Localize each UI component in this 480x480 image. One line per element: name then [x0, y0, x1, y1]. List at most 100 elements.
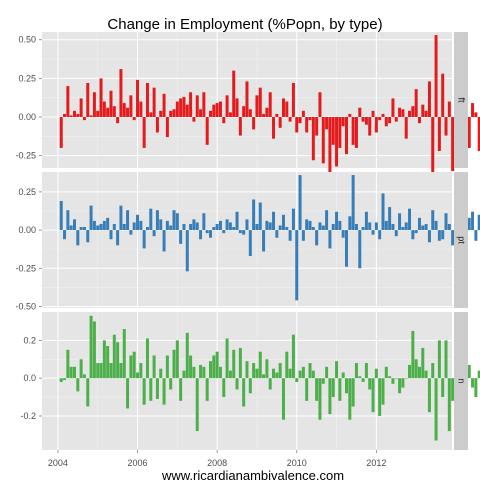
- bar-n: [238, 347, 242, 379]
- facet-strip-n: [454, 312, 468, 450]
- bar-pt: [318, 222, 322, 231]
- y-tick-label-pt: -0.50: [15, 301, 36, 311]
- bar-n: [421, 347, 425, 379]
- bar-n: [348, 378, 352, 420]
- bar-pt: [321, 225, 325, 231]
- bar-ft: [136, 79, 140, 117]
- bar-ft: [427, 81, 431, 117]
- bar-ft: [248, 109, 252, 117]
- bar-pt: [437, 230, 441, 241]
- bar-ft: [321, 117, 325, 164]
- bar-ft: [451, 117, 455, 172]
- bar-n: [175, 340, 179, 379]
- bar-pt: [179, 230, 183, 244]
- bar-n: [92, 321, 96, 379]
- bar-ft: [202, 92, 206, 117]
- bar-n: [149, 378, 153, 401]
- bar-ft: [391, 98, 395, 117]
- bar-pt: [361, 227, 365, 231]
- bar-ft: [89, 115, 93, 117]
- bar-ft: [371, 110, 375, 117]
- bar-ft: [96, 110, 100, 117]
- bar-n: [411, 330, 415, 379]
- bar-n: [451, 378, 455, 401]
- panel-background-n: [42, 312, 452, 450]
- bar-pt: [86, 230, 90, 243]
- y-tick-label-pt: 0.00: [18, 225, 36, 235]
- bar-pt: [245, 219, 249, 231]
- bar-pt: [298, 175, 302, 231]
- bar-ft: [205, 117, 209, 145]
- bar-ft: [354, 117, 358, 148]
- bar-n: [142, 378, 146, 405]
- bar-pt: [159, 219, 163, 231]
- bar-pt: [335, 211, 339, 231]
- bar-pt: [417, 217, 421, 231]
- bar-ft: [285, 101, 289, 117]
- bar-n: [212, 355, 216, 379]
- x-tick-label: 2006: [128, 458, 148, 468]
- bar-n: [308, 363, 312, 379]
- bar-ft: [106, 107, 110, 117]
- bar-ft: [215, 103, 219, 117]
- bar-pt: [222, 230, 226, 234]
- bar-ft: [381, 113, 385, 117]
- bar-ft: [394, 117, 398, 122]
- bar-pt: [295, 230, 299, 301]
- bar-ft: [63, 113, 67, 117]
- bar-ft: [225, 95, 229, 117]
- bar-pt: [268, 222, 272, 231]
- bar-pt: [285, 227, 289, 231]
- bar-pt: [374, 222, 378, 231]
- bar-ft: [384, 117, 388, 127]
- y-tick-label-ft: 0.00: [18, 112, 36, 122]
- bar-pt: [73, 219, 76, 231]
- bar-ft: [185, 104, 189, 117]
- bar-n: [417, 366, 421, 379]
- bar-ft: [179, 98, 183, 117]
- y-tick-label-n: -0.2: [20, 411, 36, 421]
- bar-ft: [116, 117, 120, 124]
- bar-pt: [89, 205, 93, 231]
- bar-ft: [255, 95, 259, 117]
- bar-pt: [66, 210, 70, 231]
- bar-n: [427, 378, 431, 413]
- bar-ft: [268, 92, 272, 117]
- bar-pt: [112, 223, 116, 231]
- bar-n: [73, 366, 76, 379]
- bar-pt: [195, 222, 199, 231]
- bar-pt: [305, 219, 309, 231]
- bar-ft: [102, 101, 106, 117]
- bar-n: [79, 359, 83, 379]
- bar-n: [437, 340, 441, 379]
- bar-pt: [202, 213, 206, 231]
- bar-pt: [122, 223, 126, 231]
- bar-n: [398, 378, 402, 394]
- bar-ft: [374, 117, 378, 133]
- bar-n: [394, 378, 398, 379]
- bar-pt: [185, 230, 189, 272]
- bar-ft: [199, 109, 203, 117]
- bar-n: [102, 340, 106, 379]
- bar-ft: [192, 117, 196, 122]
- bar-ft: [152, 87, 156, 117]
- bar-n: [341, 372, 345, 379]
- bar-ft: [169, 110, 173, 117]
- bar-n: [295, 378, 299, 382]
- x-tick-label: 2004: [48, 458, 68, 468]
- bar-ft: [182, 96, 186, 117]
- bar-n: [59, 378, 63, 382]
- bar-pt: [341, 230, 345, 238]
- y-tick-label-ft: 0.25: [18, 73, 36, 83]
- bar-n: [374, 368, 378, 379]
- bar-n: [331, 378, 335, 398]
- bar-n: [361, 378, 365, 382]
- bar-pt: [255, 223, 259, 231]
- bar-pt: [238, 230, 242, 234]
- bar-ft: [308, 117, 312, 121]
- bar-ft: [441, 73, 445, 117]
- bar-pt: [69, 225, 73, 231]
- bar-pt: [63, 230, 67, 240]
- bar-n: [471, 378, 475, 388]
